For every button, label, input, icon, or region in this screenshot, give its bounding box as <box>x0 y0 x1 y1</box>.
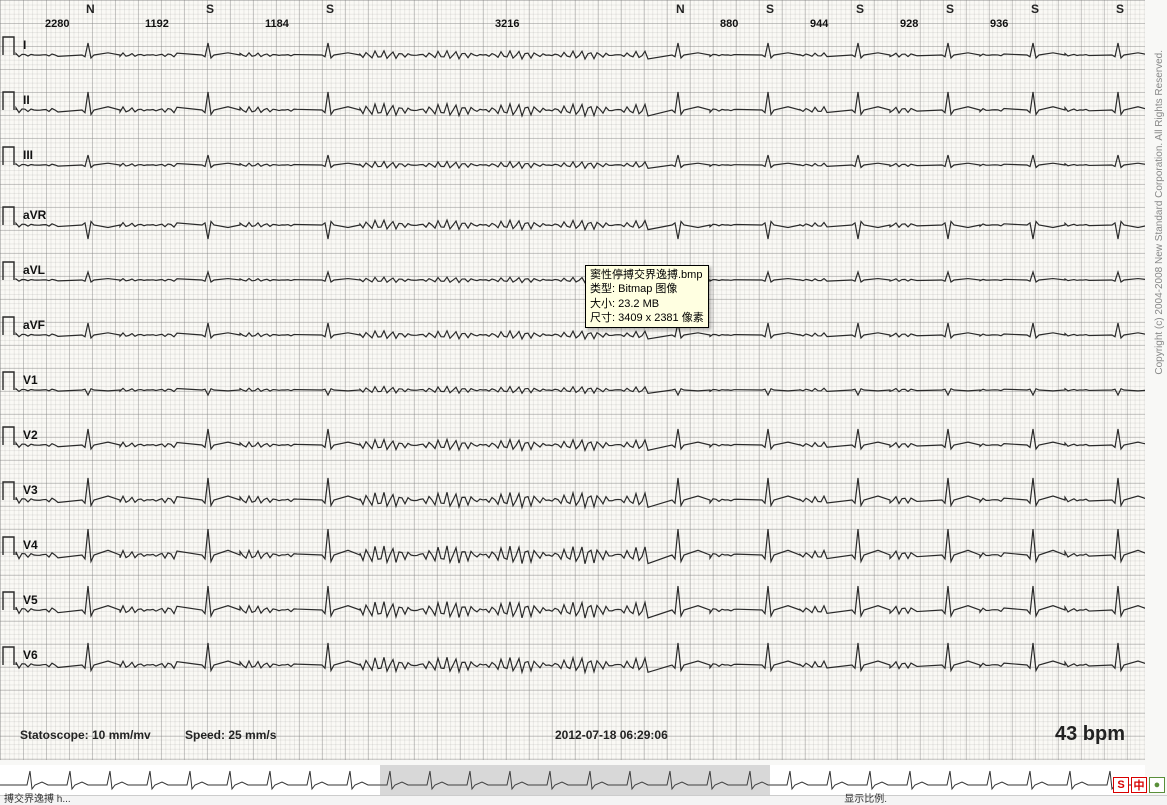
lead-label-II: II <box>23 93 30 107</box>
lead-label-V6: V6 <box>23 648 38 662</box>
calibration-label: Statoscope: 10 mm/mv <box>20 728 151 742</box>
rhythm-highlight[interactable] <box>380 765 770 795</box>
tooltip-line: 窦性停搏交界逸搏.bmp <box>590 268 704 282</box>
tooltip-line: 尺寸: 3409 x 2381 像素 <box>590 311 704 325</box>
copyright-text: Copyright (c) 2004-2008 New Standard Cor… <box>1154 50 1165 375</box>
lead-label-V4: V4 <box>23 538 38 552</box>
lead-label-V5: V5 <box>23 593 38 607</box>
lead-label-V2: V2 <box>23 428 38 442</box>
ime-icon[interactable]: 中 <box>1131 777 1147 793</box>
timestamp: 2012-07-18 06:29:06 <box>555 728 668 742</box>
lead-label-aVR: aVR <box>23 208 46 222</box>
lead-label-aVF: aVF <box>23 318 45 332</box>
lead-label-V1: V1 <box>23 373 38 387</box>
status-text-right: 显示比例. <box>844 790 887 805</box>
bpm-label: 43 bpm <box>1055 723 1125 746</box>
lead-label-III: III <box>23 148 33 162</box>
ime-indicator[interactable]: S中● <box>1113 777 1165 793</box>
file-tooltip: 窦性停搏交界逸搏.bmp类型: Bitmap 图像大小: 23.2 MB尺寸: … <box>585 265 709 328</box>
ime-icon[interactable]: ● <box>1149 777 1165 793</box>
lead-label-V3: V3 <box>23 483 38 497</box>
ecg-chart: NSSNSSSSS 2280119211843216880944928936 I… <box>0 0 1145 760</box>
ime-icon[interactable]: S <box>1113 777 1129 793</box>
tooltip-line: 类型: Bitmap 图像 <box>590 282 704 296</box>
status-bar: 搏交界逸搏 h... 显示比例. <box>0 795 1167 805</box>
lead-label-aVL: aVL <box>23 263 45 277</box>
tooltip-line: 大小: 23.2 MB <box>590 297 704 311</box>
ecg-traces <box>0 0 1145 730</box>
speed-label: Speed: 25 mm/s <box>185 728 276 742</box>
lead-label-I: I <box>23 38 26 52</box>
status-text-left: 搏交界逸搏 h... <box>4 790 71 805</box>
